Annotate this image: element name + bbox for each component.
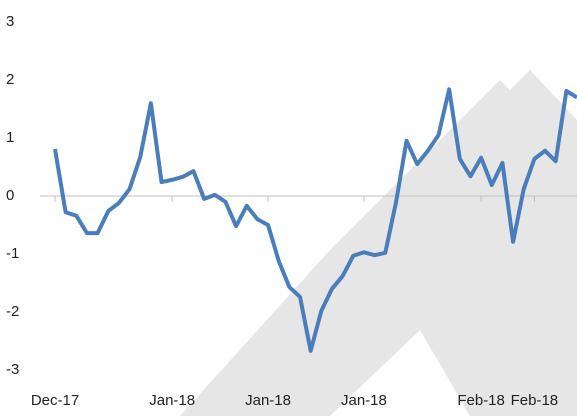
x-tick-label: Jan-18 — [341, 392, 387, 409]
y-tick-label: 1 — [6, 129, 14, 146]
y-tick-label: 3 — [6, 13, 14, 30]
x-tick-label: Jan-18 — [245, 392, 291, 409]
x-tick-label: Jan-18 — [149, 392, 195, 409]
y-tick-label: -2 — [6, 303, 19, 320]
x-tick-label: Dec-17 — [31, 392, 79, 409]
y-tick-label: -1 — [6, 245, 19, 262]
y-tick-label: 2 — [6, 71, 14, 88]
x-tick-label: Feb-18 — [457, 392, 505, 409]
data-line — [53, 87, 577, 353]
x-tick-label: Feb-18 — [511, 392, 559, 409]
y-tick-label: -3 — [6, 361, 19, 378]
watermark — [180, 70, 577, 416]
y-tick-label: 0 — [6, 187, 14, 204]
